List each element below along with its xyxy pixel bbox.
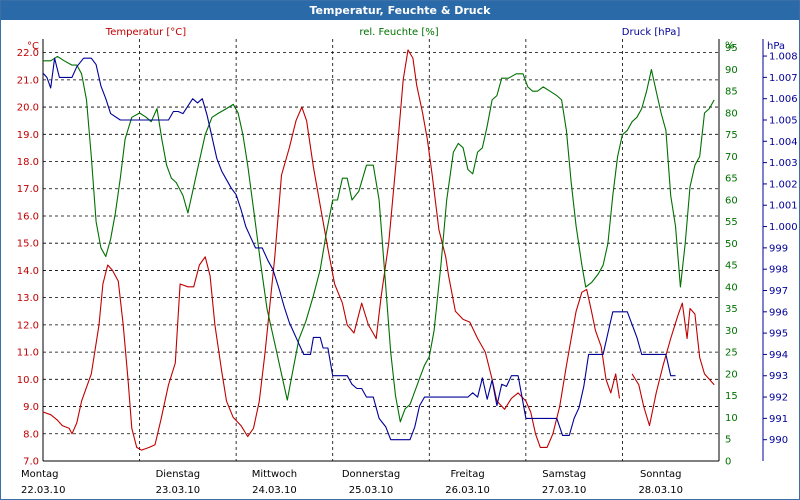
temperature-tick-label: 11.0 — [17, 348, 39, 359]
date-label: 22.03.10 — [21, 485, 66, 496]
temperature-tick-label: 7.0 — [23, 457, 39, 468]
day-label: Mittwoch — [252, 469, 297, 480]
date-label: 26.03.10 — [445, 485, 490, 496]
humidity-tick-label: 45 — [725, 261, 738, 272]
pressure-tick-label: 993 — [769, 371, 788, 382]
pressure-tick-label: 1.003 — [769, 158, 798, 169]
pressure-tick-label: 1.004 — [769, 137, 798, 148]
humidity-tick-label: 70 — [725, 152, 738, 163]
pressure-axis-label: Druck [hPa] — [622, 27, 681, 38]
humidity-tick-label: 50 — [725, 239, 738, 250]
humidity-tick-label: 60 — [725, 195, 738, 206]
temperature-tick-label: 12.0 — [17, 320, 39, 331]
temperature-tick-label: 20.0 — [17, 103, 39, 114]
humidity-tick-label: % — [725, 41, 735, 52]
day-label: Freitag — [450, 469, 484, 480]
temperature-tick-label: 16.0 — [17, 211, 39, 222]
plot-frame — [42, 39, 764, 462]
data-series — [42, 49, 715, 451]
pressure-tick-label: 995 — [769, 329, 788, 340]
pressure-tick-label: 992 — [769, 393, 788, 404]
pressure-tick-label: 994 — [769, 350, 788, 361]
temperature-tick-label: 21.0 — [17, 75, 39, 86]
temperature-tick-label: 17.0 — [17, 184, 39, 195]
pressure-tick-label: 998 — [769, 265, 788, 276]
day-label: Donnerstag — [342, 469, 400, 480]
series-line-humidity — [43, 55, 715, 423]
date-label: 24.03.10 — [252, 485, 297, 496]
pressure-tick-label: 1.002 — [769, 179, 798, 190]
series-line-temperature — [631, 302, 715, 427]
series-line-temperature — [42, 49, 621, 451]
temperature-tick-label: 18.0 — [17, 157, 39, 168]
humidity-tick-label: 15 — [725, 391, 738, 402]
grid-lines — [43, 39, 719, 462]
pressure-tick-label: 1.006 — [769, 94, 798, 105]
temperature-tick-label: 14.0 — [17, 266, 39, 277]
temperature-tick-label: 15.0 — [17, 239, 39, 250]
pressure-tick-label: 1.005 — [769, 115, 798, 126]
humidity-tick-label: 55 — [725, 217, 738, 228]
humidity-tick-label: 10 — [725, 413, 738, 424]
pressure-unit-label: hPa — [767, 41, 785, 52]
series-line-pressure — [42, 57, 676, 441]
window-title: Temperatur, Feuchte & Druck — [1, 1, 799, 20]
date-label: 25.03.10 — [349, 485, 394, 496]
temperature-axis-label: Temperatur [°C] — [105, 27, 186, 38]
temperature-tick-label: 10.0 — [17, 375, 39, 386]
pressure-tick-label: 1.008 — [769, 52, 798, 63]
pressure-tick-label: 997 — [769, 286, 788, 297]
day-label: Dienstag — [156, 469, 201, 480]
humidity-tick-label: 65 — [725, 174, 738, 185]
pressure-tick-label: 1.001 — [769, 201, 798, 212]
humidity-tick-label: 80 — [725, 108, 738, 119]
humidity-tick-label: 40 — [725, 282, 738, 293]
humidity-axis-label: rel. Feuchte [%] — [359, 27, 438, 38]
temperature-tick-label: 22.0 — [17, 48, 39, 59]
temperature-tick-label: 8.0 — [23, 429, 39, 440]
humidity-tick-label: 5 — [725, 435, 731, 446]
humidity-tick-label: 25 — [725, 348, 738, 359]
date-label: 28.03.10 — [638, 485, 683, 496]
axis-ticks: 7.0 8.0 9.0 10.0 11.0 12.0 13.0 14.0 15.0 16.0 17.… — [17, 41, 798, 497]
pressure-tick-label: 996 — [769, 307, 788, 318]
humidity-tick-label: 90 — [725, 65, 738, 76]
humidity-tick-label: 35 — [725, 304, 738, 315]
humidity-tick-label: 95 — [725, 43, 738, 54]
pressure-tick-label: 990 — [769, 435, 788, 446]
humidity-tick-label: 20 — [725, 369, 738, 380]
pressure-tick-label: 1.007 — [769, 73, 798, 84]
humidity-tick-label: 75 — [725, 130, 738, 141]
date-label: 27.03.10 — [542, 485, 587, 496]
temperature-tick-label: 9.0 — [23, 402, 39, 413]
humidity-tick-label: 30 — [725, 326, 738, 337]
temperature-tick-label: 19.0 — [17, 130, 39, 141]
pressure-tick-label: 991 — [769, 414, 788, 425]
day-label: Montag — [21, 469, 58, 480]
day-label: Samstag — [542, 469, 586, 480]
date-label: 23.03.10 — [156, 485, 201, 496]
temperature-tick-label: 13.0 — [17, 293, 39, 304]
humidity-tick-label: 85 — [725, 87, 738, 98]
day-label: Sonntag — [640, 469, 682, 480]
pressure-tick-label: 999 — [769, 243, 788, 254]
pressure-tick-label: 1.000 — [769, 222, 798, 233]
humidity-tick-label: 0 — [725, 457, 731, 468]
temperature-unit-label: °C — [27, 41, 39, 52]
